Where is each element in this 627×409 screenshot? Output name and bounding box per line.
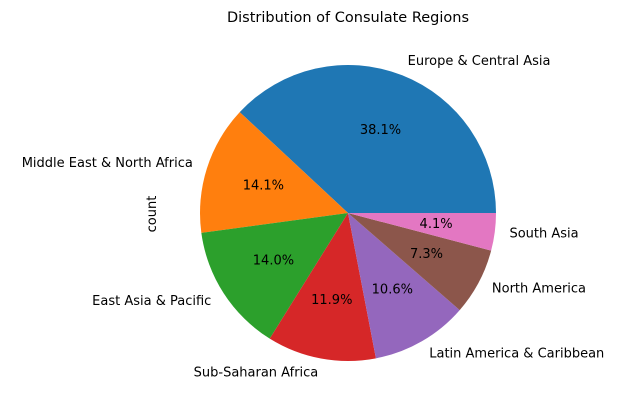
pie-slice-north-america	[348, 213, 492, 311]
pie-slice-south-asia	[348, 213, 496, 251]
slice-label-europe-and-central-asia: Europe & Central Asia	[408, 54, 551, 69]
slice-percent-north-america: 7.3%	[410, 247, 443, 262]
slice-percent-latin-america-and-caribbean: 10.6%	[372, 282, 413, 297]
slice-percent-europe-and-central-asia: 38.1%	[360, 123, 401, 138]
pie-slice-sub-saharan-africa	[269, 213, 376, 362]
slice-percent-sub-saharan-africa: 11.9%	[311, 293, 352, 308]
pie-labels: Europe & Central Asia 38.1% Middle East & …	[22, 54, 605, 381]
slice-label-middle-east-and-north-africa: Middle East & North Africa	[22, 156, 193, 171]
pie-slice-east-asia-and-pacific	[201, 213, 348, 339]
pie-slice-latin-america-and-caribbean	[348, 213, 460, 359]
slice-label-latin-america-and-caribbean: Latin America & Caribbean	[429, 347, 604, 362]
slice-label-north-america: North America	[492, 282, 586, 297]
slice-label-sub-saharan-africa: Sub-Saharan Africa	[194, 366, 319, 381]
slice-percent-middle-east-and-north-africa: 14.1%	[243, 179, 284, 194]
slice-percent-east-asia-and-pacific: 14.0%	[253, 254, 294, 269]
chart-title: Distribution of Consulate Regions	[227, 10, 469, 26]
slice-label-east-asia-and-pacific: East Asia & Pacific	[92, 294, 211, 309]
y-axis-label: count	[145, 196, 160, 233]
slice-label-south-asia: South Asia	[509, 226, 578, 241]
pie-slice-europe-and-central-asia	[239, 64, 496, 213]
slice-percent-south-asia: 4.1%	[420, 217, 453, 232]
pie-slices	[200, 64, 496, 362]
pie-slice-middle-east-and-north-africa	[200, 112, 348, 233]
